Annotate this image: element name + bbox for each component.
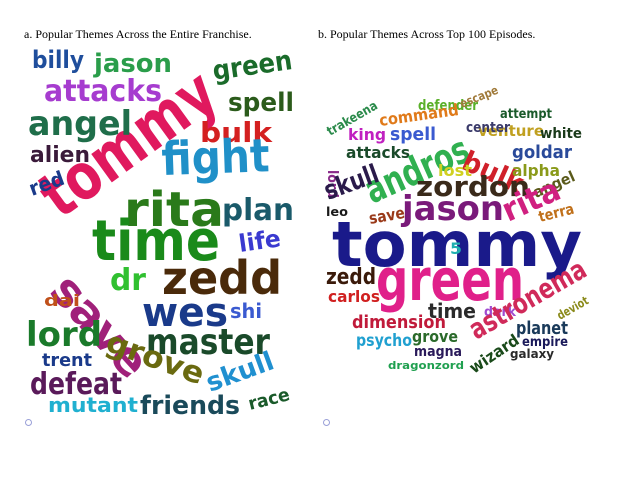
cloud-a-word: friends — [140, 391, 240, 421]
cloud-b-word: attacks — [346, 143, 410, 162]
cloud-b-word: lost — [438, 161, 472, 180]
cloud-a-word: billy — [32, 46, 84, 74]
cloud-a-word: plan — [222, 193, 294, 228]
cloud-b-word: spell — [390, 124, 436, 145]
cloud-a-word: wes — [142, 290, 228, 336]
cloud-b-word: alpha — [512, 161, 560, 180]
cloud-a-word: mutant — [48, 393, 138, 417]
cloud-a-word: jason — [93, 49, 172, 79]
cloud-a-word: trent — [42, 350, 92, 371]
cloud-a-word: angel — [28, 104, 132, 144]
cloud-a-word: master — [146, 322, 270, 363]
cloud-b-word: lord — [324, 170, 340, 198]
cloud-b-word: escape — [458, 83, 500, 111]
cloud-b-word: dimension — [352, 312, 446, 333]
cloud-a-word: dai — [44, 291, 80, 310]
cloud-b-word: jason — [400, 189, 504, 229]
cloud-b-word: tommy — [332, 208, 582, 281]
cloud-a-word: shi — [230, 299, 262, 323]
cloud-b-word: 5 — [450, 239, 462, 258]
cloud-b-word: attempt — [500, 107, 552, 122]
cloud-a-word: lord — [26, 315, 102, 355]
cloud-b-word: empire — [522, 335, 568, 350]
cloud-b-word: green — [376, 246, 524, 314]
cloud-a-word: dr — [110, 263, 146, 298]
cloud-b-word: psycho — [356, 331, 412, 351]
cloud-b-word: dragonzord — [388, 359, 464, 372]
cloud-a-word: spell — [228, 88, 294, 118]
cloud-a-word: zedd — [162, 251, 282, 305]
cloud-b-word: zedd — [326, 265, 376, 290]
cloud-b-word: magna — [414, 344, 462, 360]
cloud-b-word: time — [428, 299, 476, 323]
cloud-b-word: king — [348, 125, 386, 144]
cloud-b-word: white — [540, 126, 582, 142]
cloud-a-word: bulk — [200, 116, 273, 149]
cloud-a-caption: a. Popular Themes Across the Entire Fran… — [24, 27, 252, 41]
word-cloud-top-episodes: trakeena defenderescapeattemptcommandvent… — [320, 83, 592, 377]
cloud-b-word: goldar — [512, 142, 572, 163]
cloud-b-word: zordon — [416, 170, 530, 203]
cloud-b-word: center — [466, 120, 510, 136]
cloud-b-marker — [323, 419, 330, 426]
cloud-b-caption: b. Popular Themes Across Top 100 Episode… — [318, 27, 536, 41]
cloud-a-word: rita — [124, 182, 224, 238]
cloud-b-word: defender — [418, 98, 478, 114]
cloud-b-word: venture — [478, 122, 544, 140]
cloud-b-word: dark — [484, 305, 516, 320]
cloud-a-word: alien — [30, 143, 90, 168]
cloud-a-word: time — [92, 209, 220, 274]
cloud-b-word: grove — [412, 327, 458, 346]
cloud-b-word: leo — [326, 205, 348, 219]
cloud-b-word: carlos — [328, 287, 380, 306]
cloud-a-word: life — [237, 224, 282, 258]
cloud-a-marker — [25, 419, 32, 426]
cloud-a-word: fight — [160, 128, 270, 186]
cloud-b-word: galaxy — [510, 347, 554, 361]
cloud-a-word: green — [211, 45, 295, 87]
cloud-a-word: defeat — [30, 367, 122, 402]
cloud-b-word: planet — [516, 318, 568, 339]
cloud-a-word: attacks — [44, 74, 162, 109]
cloud-a-word: race — [246, 384, 292, 415]
